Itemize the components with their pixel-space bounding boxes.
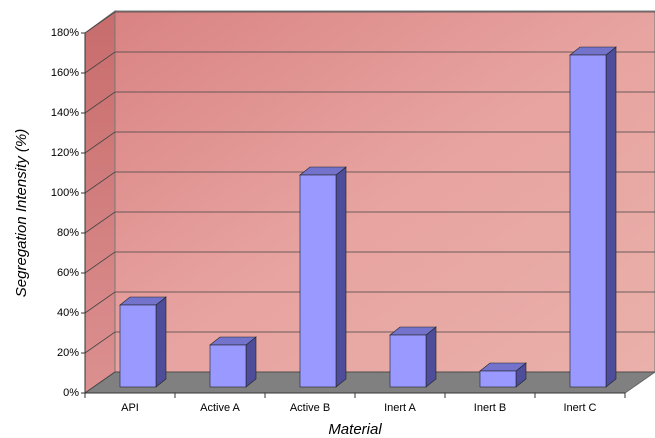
y-tick-label: 40% <box>57 307 79 319</box>
y-tick-label: 160% <box>51 67 79 79</box>
grid-line <box>84 171 655 194</box>
grid-line <box>84 291 655 314</box>
grid-line <box>84 331 655 354</box>
floor <box>83 371 655 394</box>
grid-line <box>84 131 655 154</box>
grid-line <box>84 91 655 114</box>
x-tick-label: API <box>121 402 139 414</box>
grid-line <box>84 251 655 274</box>
bar <box>569 54 607 388</box>
x-tick-label: Active A <box>200 402 240 414</box>
bar-side <box>605 46 617 388</box>
bar <box>479 370 517 388</box>
side-wall <box>84 10 116 394</box>
bar-side <box>155 296 167 388</box>
bar <box>389 334 427 388</box>
y-tick-label: 0% <box>63 387 79 399</box>
bar-side <box>425 326 437 388</box>
x-tick-label: Active B <box>290 402 330 414</box>
bar <box>119 304 157 388</box>
grid <box>84 11 655 394</box>
y-tick-label: 120% <box>51 147 79 159</box>
y-axis-title: Segregation Intensity (%) <box>13 129 30 297</box>
bar-side <box>245 336 257 388</box>
y-tick-label: 80% <box>57 227 79 239</box>
y-tick-label: 20% <box>57 347 79 359</box>
x-tick-label: Inert A <box>384 402 416 414</box>
bar <box>299 174 337 388</box>
y-tick-label: 180% <box>51 27 79 39</box>
bars <box>119 46 617 388</box>
grid-line <box>84 51 655 74</box>
x-tick-label: Inert B <box>474 402 506 414</box>
x-axis-title: Material <box>328 421 382 438</box>
x-tick-label: Inert C <box>563 402 596 414</box>
grid-line <box>84 11 655 34</box>
y-tick-label: 60% <box>57 267 79 279</box>
grid-line <box>84 211 655 234</box>
bar-side <box>335 166 347 388</box>
y-tick-label: 140% <box>51 107 79 119</box>
grid-line <box>84 371 655 394</box>
bar <box>209 344 247 388</box>
y-tick-label: 100% <box>51 187 79 199</box>
